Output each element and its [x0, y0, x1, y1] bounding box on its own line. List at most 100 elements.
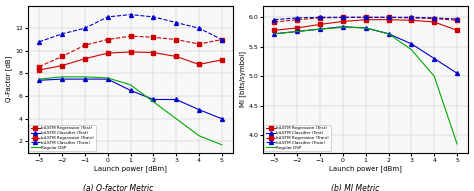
biLSTM Classifier (Train) [59, 33, 65, 35]
biLSTM Classifier (Train) [317, 16, 323, 19]
biLSTM Classifier (Train) [431, 17, 437, 19]
biLSTM Regression (Train) [363, 16, 369, 19]
biLSTM Classifier (Test) [219, 118, 225, 120]
Regular DSP [105, 77, 110, 79]
Line: biLSTM Regression (Train): biLSTM Regression (Train) [273, 15, 459, 24]
biLSTM Classifier (Train) [36, 41, 42, 43]
biLSTM Classifier (Train) [82, 27, 88, 29]
biLSTM Regression (Train) [173, 38, 179, 41]
biLSTM Regression (Train) [340, 16, 346, 19]
biLSTM Regression (Train) [196, 43, 202, 45]
X-axis label: Launch power [dBm]: Launch power [dBm] [329, 165, 402, 172]
biLSTM Classifier (Test) [173, 98, 179, 101]
biLSTM Regression (Train) [409, 17, 414, 19]
biLSTM Classifier (Train) [151, 16, 156, 18]
Line: biLSTM Classifier (Test): biLSTM Classifier (Test) [37, 77, 224, 121]
biLSTM Classifier (Train) [219, 38, 225, 41]
biLSTM Regression (Test) [272, 29, 277, 31]
X-axis label: Launch power [dBm]: Launch power [dBm] [94, 165, 167, 172]
biLSTM Regression (Test) [196, 63, 202, 66]
biLSTM Classifier (Train) [409, 16, 414, 19]
Regular DSP [128, 84, 133, 86]
biLSTM Classifier (Test) [36, 79, 42, 81]
biLSTM Classifier (Test) [59, 78, 65, 80]
Regular DSP [151, 101, 156, 103]
Text: (b) MI Metric: (b) MI Metric [331, 184, 380, 191]
biLSTM Classifier (Test) [431, 57, 437, 60]
biLSTM Regression (Train) [317, 17, 323, 19]
Regular DSP [386, 33, 392, 35]
biLSTM Classifier (Train) [128, 13, 133, 16]
Regular DSP [454, 143, 460, 145]
biLSTM Regression (Train) [105, 38, 110, 41]
Legend: biLSTM Regression (Test), biLSTM Classifier (Test), biLSTM Regression (Train), b: biLSTM Regression (Test), biLSTM Classif… [264, 125, 331, 151]
Line: biLSTM Regression (Train): biLSTM Regression (Train) [37, 34, 224, 69]
Line: biLSTM Regression (Test): biLSTM Regression (Test) [37, 50, 224, 72]
biLSTM Regression (Train) [294, 19, 300, 21]
biLSTM Regression (Test) [363, 19, 369, 21]
biLSTM Regression (Train) [128, 35, 133, 37]
biLSTM Regression (Test) [173, 55, 179, 58]
biLSTM Classifier (Test) [386, 33, 392, 35]
Text: (a) Q-factor Metric: (a) Q-factor Metric [83, 184, 154, 191]
biLSTM Classifier (Test) [294, 30, 300, 33]
biLSTM Regression (Train) [82, 44, 88, 46]
biLSTM Classifier (Train) [173, 21, 179, 24]
biLSTM Regression (Train) [219, 38, 225, 41]
biLSTM Classifier (Train) [196, 27, 202, 29]
biLSTM Classifier (Test) [317, 28, 323, 30]
biLSTM Classifier (Test) [151, 98, 156, 101]
biLSTM Regression (Test) [105, 52, 110, 54]
biLSTM Regression (Test) [431, 21, 437, 23]
biLSTM Regression (Test) [454, 29, 460, 31]
biLSTM Classifier (Train) [105, 16, 110, 18]
Line: Regular DSP: Regular DSP [39, 77, 222, 145]
biLSTM Classifier (Train) [272, 19, 277, 21]
biLSTM Regression (Test) [340, 20, 346, 23]
biLSTM Classifier (Test) [196, 108, 202, 111]
biLSTM Regression (Train) [36, 66, 42, 68]
biLSTM Regression (Test) [219, 59, 225, 61]
Regular DSP [340, 26, 346, 28]
Line: biLSTM Regression (Test): biLSTM Regression (Test) [273, 18, 459, 32]
biLSTM Regression (Test) [317, 23, 323, 26]
biLSTM Classifier (Test) [363, 27, 369, 29]
Line: biLSTM Classifier (Train): biLSTM Classifier (Train) [273, 15, 459, 22]
biLSTM Classifier (Test) [409, 43, 414, 45]
biLSTM Classifier (Test) [272, 33, 277, 35]
biLSTM Classifier (Train) [454, 18, 460, 20]
Regular DSP [59, 76, 65, 78]
biLSTM Classifier (Train) [294, 17, 300, 19]
biLSTM Classifier (Test) [340, 26, 346, 28]
Regular DSP [173, 118, 179, 120]
biLSTM Regression (Train) [151, 36, 156, 38]
biLSTM Regression (Test) [151, 51, 156, 54]
biLSTM Classifier (Train) [386, 16, 392, 19]
Regular DSP [36, 78, 42, 80]
Regular DSP [431, 75, 437, 77]
biLSTM Regression (Test) [294, 27, 300, 29]
biLSTM Classifier (Test) [82, 78, 88, 80]
Line: biLSTM Classifier (Train): biLSTM Classifier (Train) [37, 13, 224, 44]
Y-axis label: Q-Factor [dB]: Q-Factor [dB] [6, 56, 12, 102]
Regular DSP [196, 135, 202, 137]
Regular DSP [363, 27, 369, 29]
biLSTM Regression (Test) [82, 58, 88, 60]
Regular DSP [317, 28, 323, 30]
biLSTM Regression (Train) [272, 21, 277, 23]
Line: biLSTM Classifier (Test): biLSTM Classifier (Test) [273, 25, 459, 75]
biLSTM Regression (Train) [59, 55, 65, 58]
biLSTM Regression (Test) [36, 69, 42, 71]
biLSTM Classifier (Train) [363, 16, 369, 19]
biLSTM Classifier (Test) [454, 72, 460, 74]
Regular DSP [294, 30, 300, 33]
biLSTM Regression (Train) [454, 19, 460, 21]
biLSTM Classifier (Test) [128, 89, 133, 91]
biLSTM Regression (Train) [386, 16, 392, 19]
Regular DSP [272, 33, 277, 35]
biLSTM Regression (Test) [128, 51, 133, 53]
biLSTM Regression (Test) [59, 64, 65, 67]
biLSTM Classifier (Train) [340, 16, 346, 19]
Y-axis label: MI [bits/symbol]: MI [bits/symbol] [239, 51, 246, 107]
biLSTM Regression (Test) [386, 19, 392, 21]
